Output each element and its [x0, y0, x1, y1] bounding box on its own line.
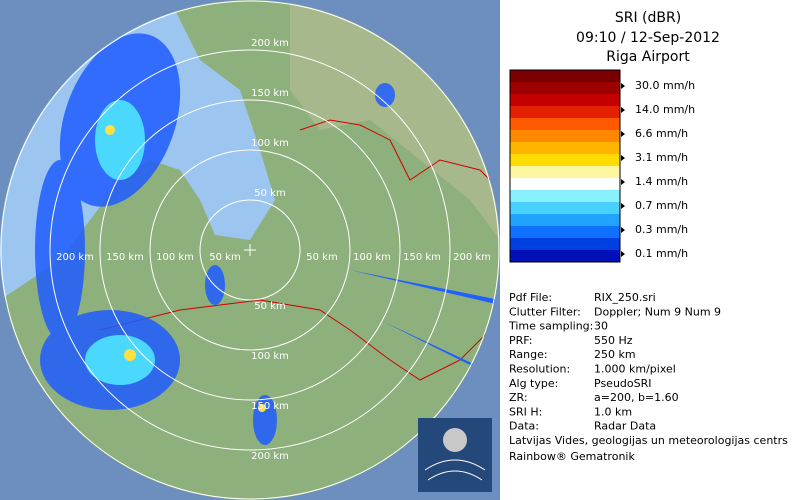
- info-value: RIX_250.sri: [594, 291, 656, 304]
- legend-swatch: [510, 82, 620, 95]
- radar-site: [244, 244, 256, 256]
- legend-swatch: [510, 130, 620, 143]
- echoes: [35, 33, 395, 445]
- logo-sphere: [443, 428, 467, 452]
- range-label: 50 km: [254, 188, 285, 199]
- legend-tick: [621, 251, 625, 257]
- legend-swatch: [510, 178, 620, 191]
- info-key: Resolution:: [509, 363, 570, 376]
- range-label: 100 km: [353, 252, 391, 263]
- footer-line: Rainbow® Gematronik: [509, 450, 635, 463]
- legend-label: 14.0 mm/h: [635, 103, 695, 116]
- range-label: 50 km: [254, 301, 285, 312]
- legend-tick: [621, 83, 625, 89]
- range-label: 150 km: [106, 252, 144, 263]
- legend-label: 6.6 mm/h: [635, 127, 688, 140]
- footer-line: Latvijas Vides, geologijas un meteorolog…: [509, 434, 788, 447]
- info-value: Radar Data: [594, 420, 656, 433]
- range-labels: 50 km 100 km 150 km 200 km 50 km 100 km 150 km…: [56, 38, 491, 462]
- legend-label: 0.7 mm/h: [635, 199, 688, 212]
- legend-tick: [621, 131, 625, 137]
- info-value: 1.000 km/pixel: [594, 363, 676, 376]
- range-label: 50 km: [209, 252, 240, 263]
- info-value: 250 km: [594, 348, 636, 361]
- range-label: 200 km: [251, 38, 289, 49]
- legend-tick: [621, 107, 625, 113]
- info-value: 1.0 km: [594, 405, 632, 418]
- legend-swatch: [510, 142, 620, 155]
- legend-swatch: [510, 250, 620, 263]
- info-key: SRI H:: [509, 405, 542, 418]
- legend: 30.0 mm/h 14.0 mm/h 6.6 mm/h 3.1 mm/h 1.4 mm…: [510, 70, 695, 263]
- legend-tick: [621, 227, 625, 233]
- info: Pdf File: RIX_250.sri Clutter Filter: Doppl…: [508, 291, 788, 463]
- info-key: Range:: [509, 348, 548, 361]
- title: SRI (dBR): [615, 10, 681, 26]
- legend-label: 1.4 mm/h: [635, 175, 688, 188]
- info-value: 550 Hz: [594, 334, 633, 347]
- legend-swatch: [510, 106, 620, 119]
- range-label: 200 km: [251, 451, 289, 462]
- range-label: 200 km: [56, 252, 94, 263]
- info-value: a=200, b=1.60: [594, 391, 679, 404]
- range-label: 100 km: [156, 252, 194, 263]
- range-label: 50 km: [306, 252, 337, 263]
- info-value: PseudoSRI: [594, 377, 652, 390]
- info-key: ZR:: [509, 391, 528, 404]
- info-key: PRF:: [509, 334, 532, 347]
- range-label: 150 km: [251, 401, 289, 412]
- echo-peaks: [105, 125, 266, 412]
- radar-map: [0, 0, 500, 500]
- range-label: 150 km: [403, 252, 441, 263]
- range-label: 100 km: [251, 138, 289, 149]
- legend-label: 30.0 mm/h: [635, 79, 695, 92]
- info-key: Pdf File:: [509, 291, 552, 304]
- info-key: Alg type:: [509, 377, 558, 390]
- info-key: Clutter Filter:: [509, 305, 581, 318]
- info-value: 30: [594, 320, 608, 333]
- legend-label: 0.3 mm/h: [635, 223, 688, 236]
- range-label: 150 km: [251, 88, 289, 99]
- legend-swatch: [510, 154, 620, 167]
- legend-frame: [509, 69, 621, 263]
- border: [99, 119, 500, 381]
- legend-tick: [621, 179, 625, 185]
- legend-swatch: [510, 214, 620, 227]
- legend-swatch: [510, 238, 620, 251]
- legend-swatch: [510, 202, 620, 215]
- legend-swatch: [510, 226, 620, 239]
- echo-cores: [85, 100, 155, 385]
- legend-label: 0.1 mm/h: [635, 247, 688, 260]
- site: Riga Airport: [606, 49, 690, 65]
- logo-arcs: [424, 459, 486, 481]
- info-value: Doppler; Num 9 Num 9: [594, 305, 721, 318]
- time: 09:10 / 12-Sep-2012: [576, 30, 720, 46]
- legend-tick: [621, 155, 625, 161]
- legend-swatch: [510, 94, 620, 107]
- range-label: 200 km: [453, 252, 491, 263]
- range-rings: [0, 0, 500, 500]
- info-key: Time sampling:: [508, 320, 593, 333]
- legend-swatch: [510, 118, 620, 131]
- range-label: 100 km: [251, 351, 289, 362]
- legend-swatch: [510, 166, 620, 179]
- legend-swatch: [510, 190, 620, 203]
- legend-tick: [621, 203, 625, 209]
- legend-label: 3.1 mm/h: [635, 151, 688, 164]
- interference: [350, 270, 500, 370]
- legend-swatch: [510, 70, 620, 83]
- info-key: Data:: [509, 420, 539, 433]
